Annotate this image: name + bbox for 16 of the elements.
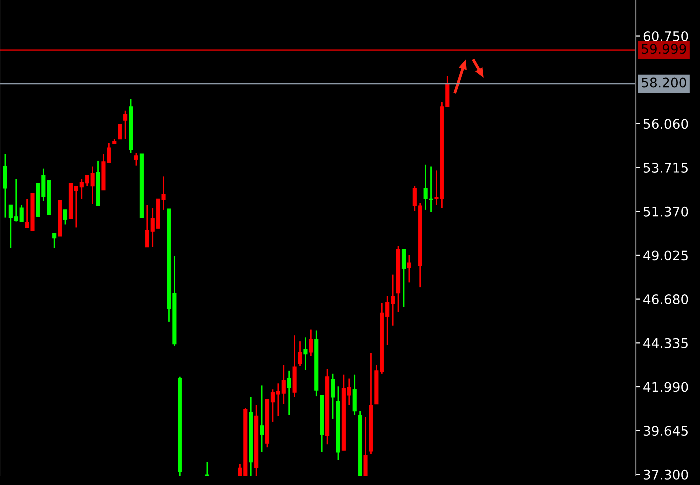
y-tick-label: 46.680 bbox=[644, 294, 688, 305]
y-tick-label: 56.060 bbox=[644, 119, 688, 130]
y-tick-label: 44.335 bbox=[644, 338, 688, 348]
y-tick-label: 60.750 bbox=[644, 31, 688, 42]
candlestick bbox=[58, 200, 62, 237]
y-tick-label: 37.300 bbox=[644, 470, 688, 480]
candlestick bbox=[118, 124, 122, 140]
candlestick bbox=[205, 462, 210, 476]
candlestick bbox=[140, 153, 144, 219]
y-tick-label: 53.715 bbox=[644, 163, 688, 173]
y-tick-label: 39.645 bbox=[644, 426, 688, 436]
y-tick-label: 49.025 bbox=[644, 250, 688, 261]
ref-line-label: 59.999 bbox=[642, 44, 686, 54]
ref-line-label: 58.200 bbox=[642, 78, 686, 88]
y-tick-label: 51.370 bbox=[644, 206, 688, 217]
y-tick-label: 41.990 bbox=[644, 382, 688, 392]
